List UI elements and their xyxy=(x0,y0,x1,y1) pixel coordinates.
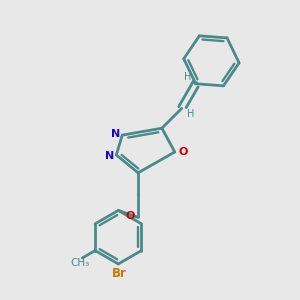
Text: H: H xyxy=(184,72,191,82)
Text: O: O xyxy=(178,147,188,157)
Text: CH₃: CH₃ xyxy=(71,258,90,268)
Text: H: H xyxy=(187,109,194,119)
Text: O: O xyxy=(125,212,135,221)
Text: N: N xyxy=(105,151,114,161)
Text: N: N xyxy=(111,129,120,139)
Text: Br: Br xyxy=(112,267,127,280)
